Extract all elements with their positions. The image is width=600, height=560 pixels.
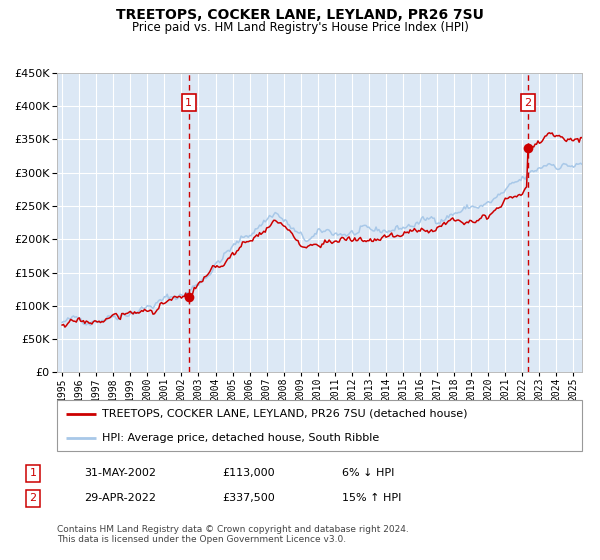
- Text: 6% ↓ HPI: 6% ↓ HPI: [342, 468, 394, 478]
- Text: 1: 1: [185, 98, 192, 108]
- Text: 15% ↑ HPI: 15% ↑ HPI: [342, 493, 401, 503]
- Text: Contains HM Land Registry data © Crown copyright and database right 2024.: Contains HM Land Registry data © Crown c…: [57, 525, 409, 534]
- Text: 2: 2: [524, 98, 532, 108]
- Text: Price paid vs. HM Land Registry's House Price Index (HPI): Price paid vs. HM Land Registry's House …: [131, 21, 469, 34]
- Text: 1: 1: [29, 468, 37, 478]
- Text: 29-APR-2022: 29-APR-2022: [84, 493, 156, 503]
- FancyBboxPatch shape: [57, 400, 582, 451]
- Text: 31-MAY-2002: 31-MAY-2002: [84, 468, 156, 478]
- Text: TREETOPS, COCKER LANE, LEYLAND, PR26 7SU (detached house): TREETOPS, COCKER LANE, LEYLAND, PR26 7SU…: [101, 408, 467, 418]
- Text: £337,500: £337,500: [222, 493, 275, 503]
- Text: £113,000: £113,000: [222, 468, 275, 478]
- Text: HPI: Average price, detached house, South Ribble: HPI: Average price, detached house, Sout…: [101, 433, 379, 443]
- Text: This data is licensed under the Open Government Licence v3.0.: This data is licensed under the Open Gov…: [57, 535, 346, 544]
- Text: 2: 2: [29, 493, 37, 503]
- Text: TREETOPS, COCKER LANE, LEYLAND, PR26 7SU: TREETOPS, COCKER LANE, LEYLAND, PR26 7SU: [116, 8, 484, 22]
